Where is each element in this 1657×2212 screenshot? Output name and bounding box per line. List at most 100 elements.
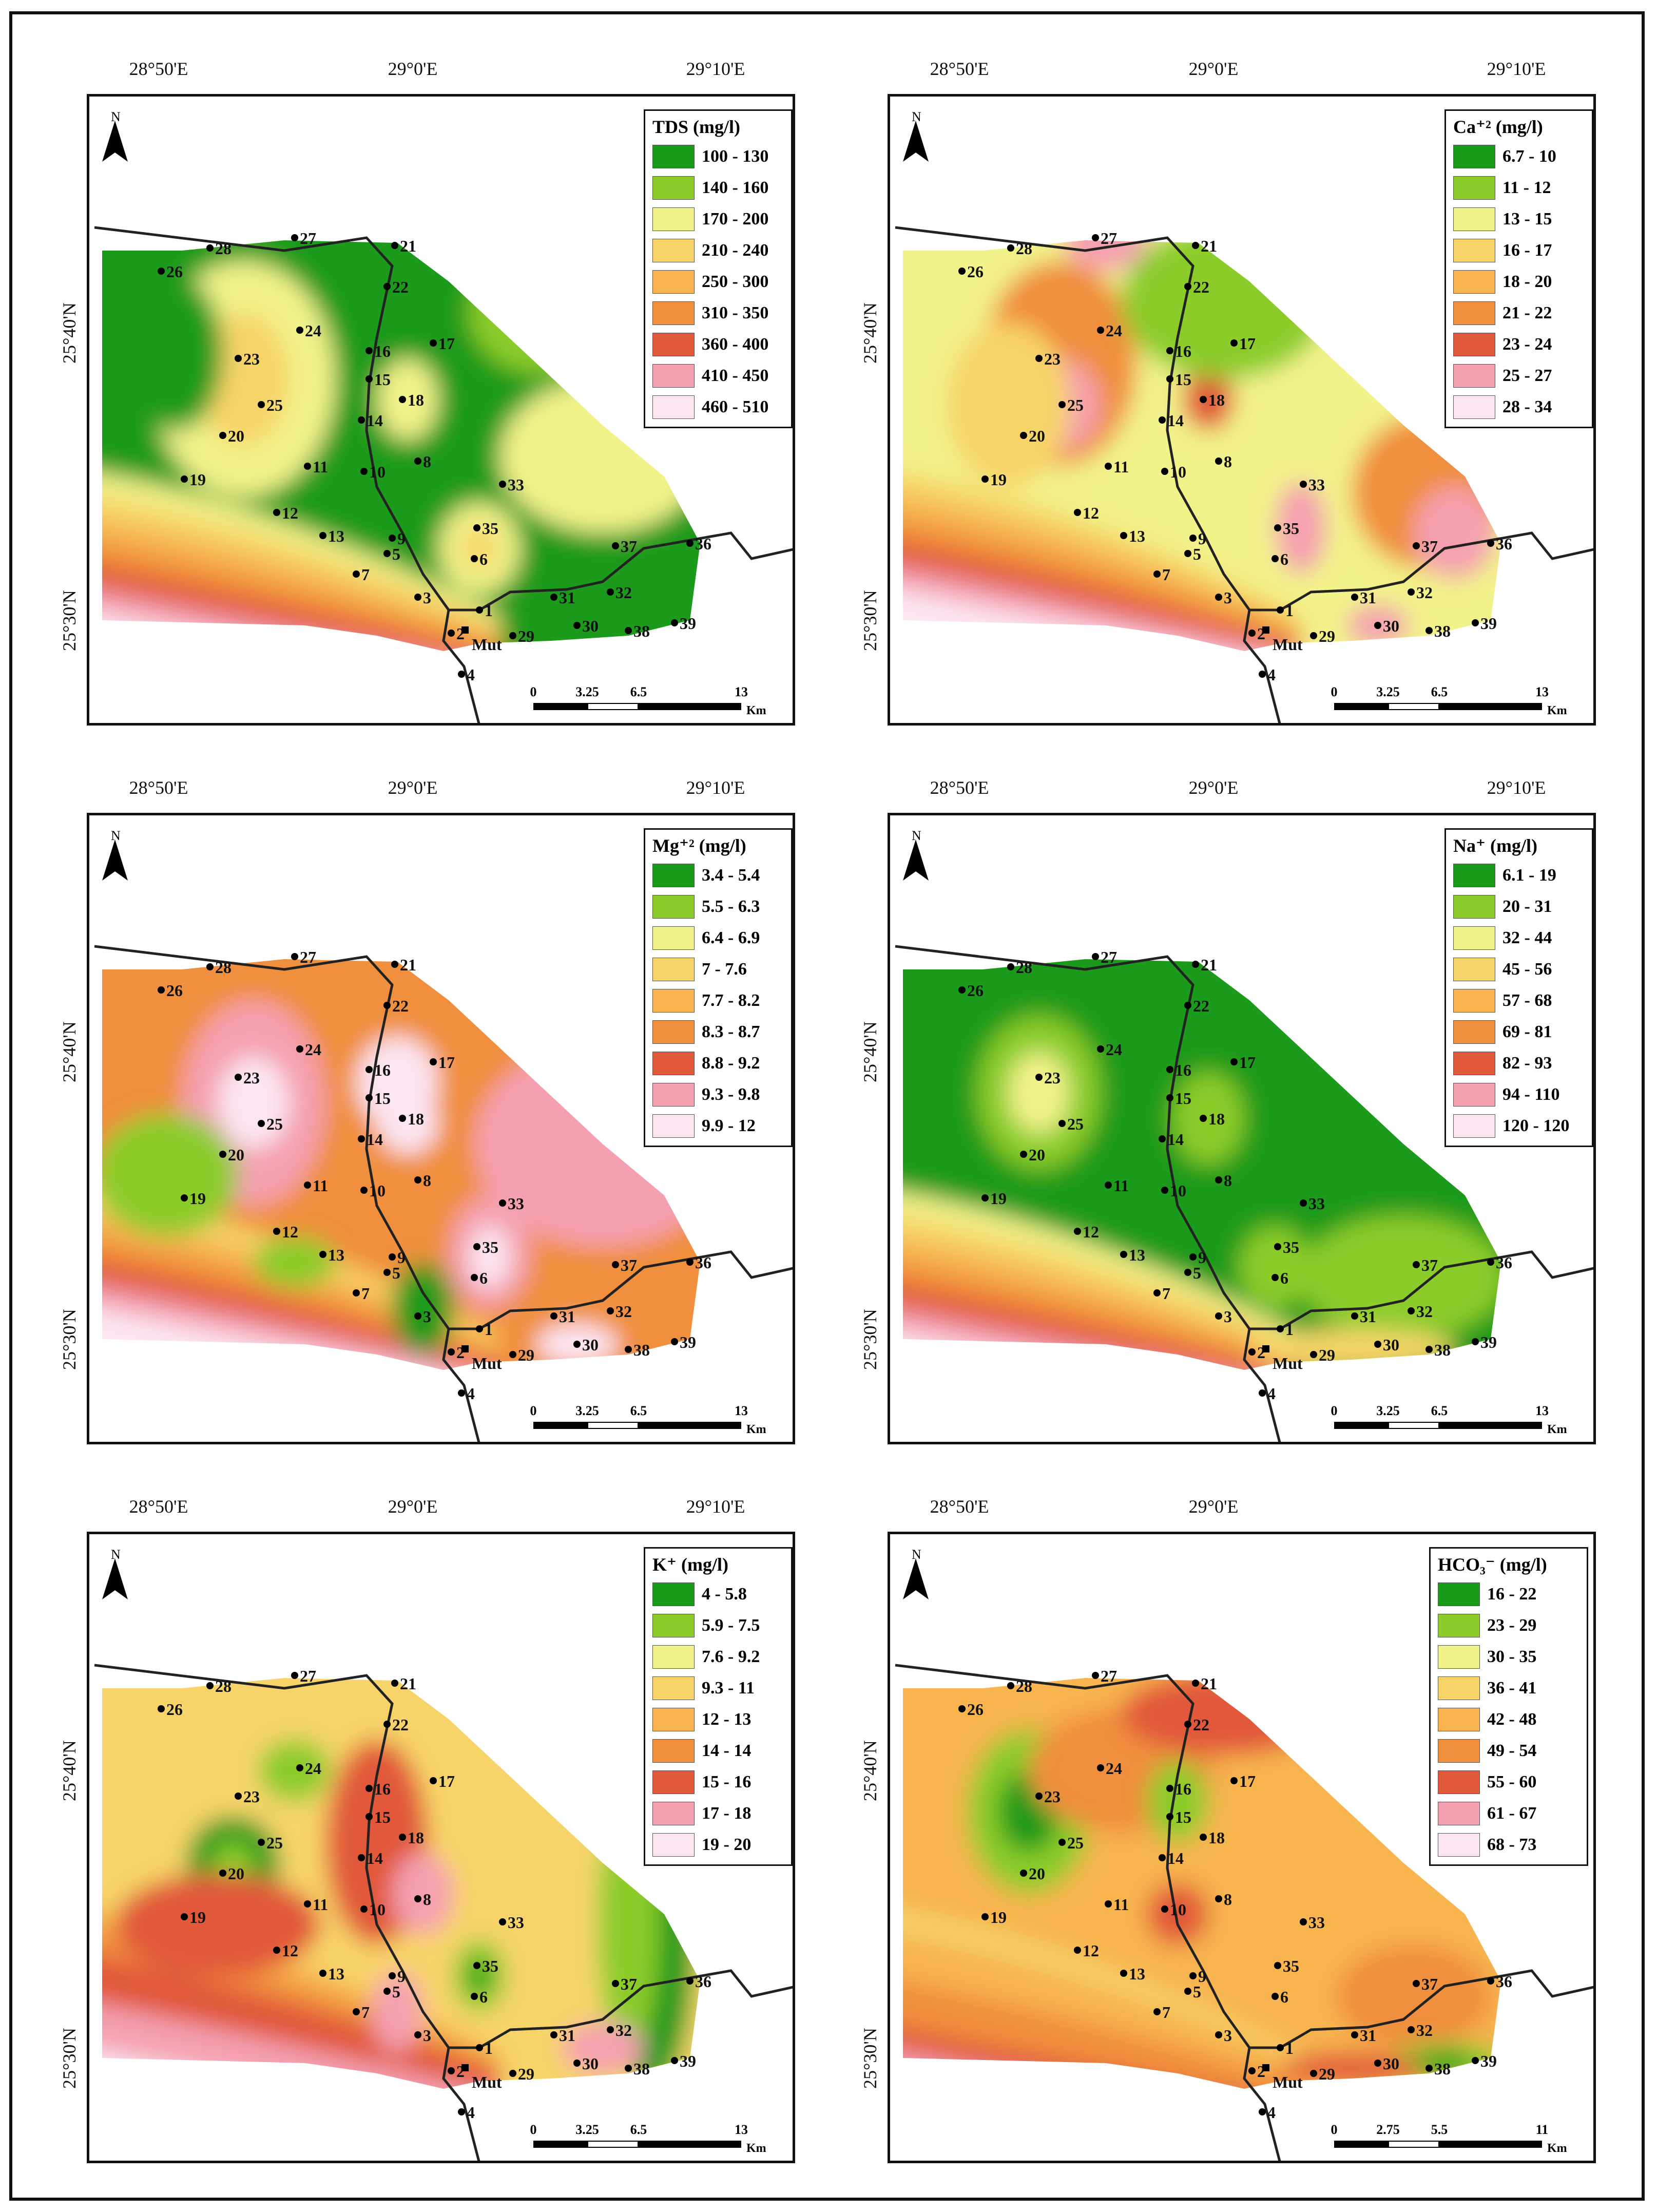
longitude-label: 29°10'E bbox=[1487, 777, 1546, 798]
well-point bbox=[391, 1680, 398, 1687]
map-panel-k: 28°50'E 29°0'E 29°10'E 25°40'N 25°30'N 1 2 3 4 5 6… bbox=[33, 1467, 803, 2176]
well-point bbox=[383, 1721, 391, 1728]
well-point bbox=[1105, 1181, 1112, 1189]
legend-swatch bbox=[652, 176, 695, 200]
well-point bbox=[499, 1199, 506, 1207]
longitude-label: 29°0'E bbox=[1188, 59, 1239, 79]
well-point bbox=[471, 1274, 478, 1281]
well-point bbox=[358, 1854, 365, 1861]
well-point bbox=[550, 594, 557, 601]
well-label: 35 bbox=[482, 1238, 498, 1256]
well-label: 3 bbox=[1224, 1307, 1232, 1326]
well-label: 10 bbox=[369, 1181, 386, 1200]
well-point bbox=[550, 1312, 557, 1320]
figure-frame: 28°50'E 29°0'E 29°10'E 25°40'N 25°30'N 1 2 3 4 5 6… bbox=[9, 11, 1645, 2201]
well-point bbox=[1184, 1002, 1191, 1009]
legend-entry: 5.5 - 6.3 bbox=[652, 891, 784, 922]
well-point bbox=[1215, 594, 1222, 601]
well-label: 25 bbox=[266, 1115, 283, 1133]
well-label: 6 bbox=[479, 1269, 488, 1287]
scale-unit: Km bbox=[746, 2142, 766, 2155]
legend-entry: 16 - 22 bbox=[1438, 1578, 1579, 1610]
well-label: 20 bbox=[228, 427, 244, 445]
scale-unit: Km bbox=[1547, 1423, 1567, 1436]
scale-tick-label: 3.25 bbox=[1376, 1403, 1400, 1418]
legend-label: 36 - 41 bbox=[1487, 1678, 1537, 1698]
well-label: 1 bbox=[485, 1320, 493, 1339]
well-label: 9 bbox=[397, 529, 406, 548]
well-point bbox=[1120, 532, 1127, 539]
legend-swatch bbox=[1453, 1082, 1495, 1107]
legend-swatch bbox=[652, 863, 695, 887]
legend-label: 7 - 7.6 bbox=[702, 959, 747, 979]
longitude-label: 29°10'E bbox=[686, 59, 745, 79]
north-label: N bbox=[912, 109, 921, 124]
well-label: 1 bbox=[1285, 1320, 1294, 1339]
well-point bbox=[1200, 1834, 1207, 1841]
well-label: 20 bbox=[1029, 427, 1045, 445]
well-point bbox=[365, 1785, 373, 1792]
well-label: 22 bbox=[1193, 1715, 1209, 1734]
well-point bbox=[365, 375, 373, 383]
town-marker bbox=[461, 2064, 469, 2071]
well-label: 38 bbox=[633, 1341, 650, 1359]
legend-entry: 9.3 - 11 bbox=[652, 1672, 784, 1704]
longitude-label: 29°0'E bbox=[388, 1496, 438, 1517]
well-point bbox=[1215, 2031, 1222, 2038]
well-label: 32 bbox=[1416, 2021, 1433, 2039]
legend-label: 61 - 67 bbox=[1487, 1803, 1537, 1823]
well-label: 7 bbox=[1162, 565, 1170, 584]
legend-swatch bbox=[652, 1770, 695, 1794]
legend-entry: 7.7 - 8.2 bbox=[652, 985, 784, 1016]
scale-unit: Km bbox=[746, 1423, 766, 1436]
well-label: 39 bbox=[680, 2052, 696, 2070]
legend-label: 12 - 13 bbox=[702, 1709, 752, 1729]
well-point bbox=[291, 1672, 298, 1679]
longitude-label: 29°0'E bbox=[388, 59, 438, 79]
well-point bbox=[414, 2031, 421, 2038]
well-point bbox=[1192, 242, 1199, 249]
road-line bbox=[94, 226, 793, 723]
well-point bbox=[1166, 1813, 1173, 1820]
legend-swatch bbox=[1438, 1739, 1480, 1763]
well-point bbox=[1166, 1066, 1173, 1073]
well-point bbox=[1259, 2108, 1266, 2115]
well-point bbox=[365, 1094, 373, 1101]
town-label: Mut bbox=[1273, 1354, 1303, 1372]
well-label: 12 bbox=[1083, 504, 1099, 522]
legend-swatch bbox=[1453, 176, 1495, 200]
well-label: 30 bbox=[582, 2054, 599, 2073]
town-marker bbox=[1262, 626, 1269, 634]
legend-swatch bbox=[652, 894, 695, 919]
well-label: 37 bbox=[1421, 1256, 1438, 1274]
well-label: 37 bbox=[621, 1975, 637, 1993]
legend-swatch bbox=[652, 270, 695, 294]
legend-label: 82 - 93 bbox=[1502, 1053, 1552, 1073]
scale-tick-label: 2.75 bbox=[1376, 2122, 1400, 2137]
well-point bbox=[1097, 1764, 1104, 1771]
well-label: 17 bbox=[438, 1053, 455, 1072]
map-area: 1 2 3 4 5 6 7 8 9 10 11 12 13 14 15 16 17 18 19 20 21 22 23 24 2… bbox=[888, 813, 1596, 1444]
legend-swatch bbox=[652, 957, 695, 981]
well-label: 25 bbox=[266, 1834, 283, 1852]
well-label: 38 bbox=[1434, 2060, 1451, 2078]
well-label: 25 bbox=[1067, 396, 1084, 414]
well-label: 11 bbox=[313, 457, 328, 476]
legend-label: 16 - 22 bbox=[1487, 1584, 1537, 1604]
map-area: 1 2 3 4 5 6 7 8 9 10 11 12 13 14 15 16 17 18 19 20 21 22 23 24 2… bbox=[888, 94, 1596, 726]
well-label: 14 bbox=[1167, 411, 1184, 430]
well-label: 9 bbox=[1198, 1967, 1206, 1986]
legend-label: 18 - 20 bbox=[1502, 272, 1552, 291]
town-label: Mut bbox=[1273, 635, 1303, 654]
well-point bbox=[1153, 2008, 1161, 2015]
latitude-label: 25°30'N bbox=[59, 2028, 80, 2089]
well-label: 5 bbox=[1193, 1264, 1201, 1282]
well-label: 14 bbox=[1167, 1130, 1184, 1149]
well-label: 7 bbox=[361, 1284, 370, 1303]
well-point bbox=[476, 1325, 483, 1332]
latitude-label: 25°40'N bbox=[59, 1021, 80, 1082]
well-label: 32 bbox=[1416, 1302, 1433, 1321]
well-point bbox=[399, 1115, 406, 1122]
well-label: 17 bbox=[438, 1772, 455, 1790]
